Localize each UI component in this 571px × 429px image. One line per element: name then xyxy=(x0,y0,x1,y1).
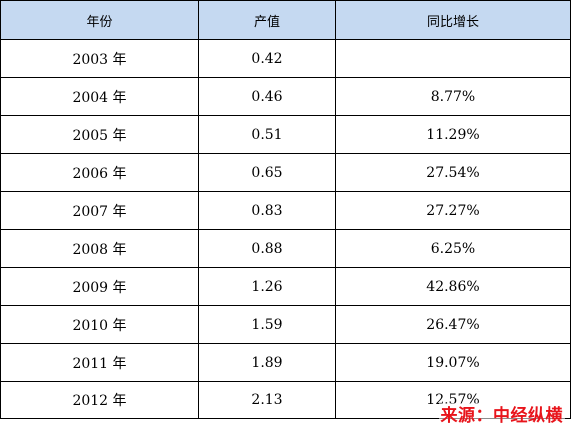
cell-value: 0.65 xyxy=(198,153,336,192)
cell-growth: 27.54% xyxy=(335,153,571,192)
table-row: 2006 年 0.65 27.54% xyxy=(0,153,571,192)
cell-growth: 8.77% xyxy=(335,77,571,116)
cell-year: 2007 年 xyxy=(0,191,199,230)
table-row: 2005 年 0.51 11.29% xyxy=(0,115,571,154)
cell-growth: 6.25% xyxy=(335,229,571,268)
table-header: 年份 产值 同比增长 xyxy=(0,0,571,40)
data-table: 年份 产值 同比增长 2003 年 0.42 2004 年 0.46 8.77%… xyxy=(0,0,571,419)
cell-value: 2.13 xyxy=(198,381,336,419)
cell-growth xyxy=(335,39,571,78)
cell-growth: 42.86% xyxy=(335,267,571,306)
cell-year: 2006 年 xyxy=(0,153,199,192)
header-output-value: 产值 xyxy=(198,0,336,40)
table-row: 2008 年 0.88 6.25% xyxy=(0,229,571,268)
table-row: 2004 年 0.46 8.77% xyxy=(0,77,571,116)
cell-value: 0.88 xyxy=(198,229,336,268)
cell-value: 0.51 xyxy=(198,115,336,154)
table-row: 2010 年 1.59 26.47% xyxy=(0,305,571,344)
cell-year: 2004 年 xyxy=(0,77,199,116)
cell-value: 0.83 xyxy=(198,191,336,230)
cell-value: 1.26 xyxy=(198,267,336,306)
cell-year: 2005 年 xyxy=(0,115,199,154)
cell-growth: 19.07% xyxy=(335,343,571,382)
cell-year: 2011 年 xyxy=(0,343,199,382)
cell-value: 1.89 xyxy=(198,343,336,382)
cell-value: 1.59 xyxy=(198,305,336,344)
cell-year: 2010 年 xyxy=(0,305,199,344)
header-year: 年份 xyxy=(0,0,199,40)
table-row: 2003 年 0.42 xyxy=(0,39,571,78)
cell-year: 2012 年 xyxy=(0,381,199,419)
cell-growth: 11.29% xyxy=(335,115,571,154)
table-row: 2009 年 1.26 42.86% xyxy=(0,267,571,306)
source-watermark: 来源：中经纵横 xyxy=(438,403,565,429)
table-row: 2007 年 0.83 27.27% xyxy=(0,191,571,230)
cell-growth: 26.47% xyxy=(335,305,571,344)
cell-year: 2009 年 xyxy=(0,267,199,306)
cell-year: 2008 年 xyxy=(0,229,199,268)
cell-value: 0.42 xyxy=(198,39,336,78)
cell-value: 0.46 xyxy=(198,77,336,116)
table-row: 2011 年 1.89 19.07% xyxy=(0,343,571,382)
header-row: 年份 产值 同比增长 xyxy=(0,0,571,40)
cell-year: 2003 年 xyxy=(0,39,199,78)
header-yoy-growth: 同比增长 xyxy=(335,0,571,40)
table-body: 2003 年 0.42 2004 年 0.46 8.77% 2005 年 0.5… xyxy=(0,39,571,419)
cell-growth: 27.27% xyxy=(335,191,571,230)
